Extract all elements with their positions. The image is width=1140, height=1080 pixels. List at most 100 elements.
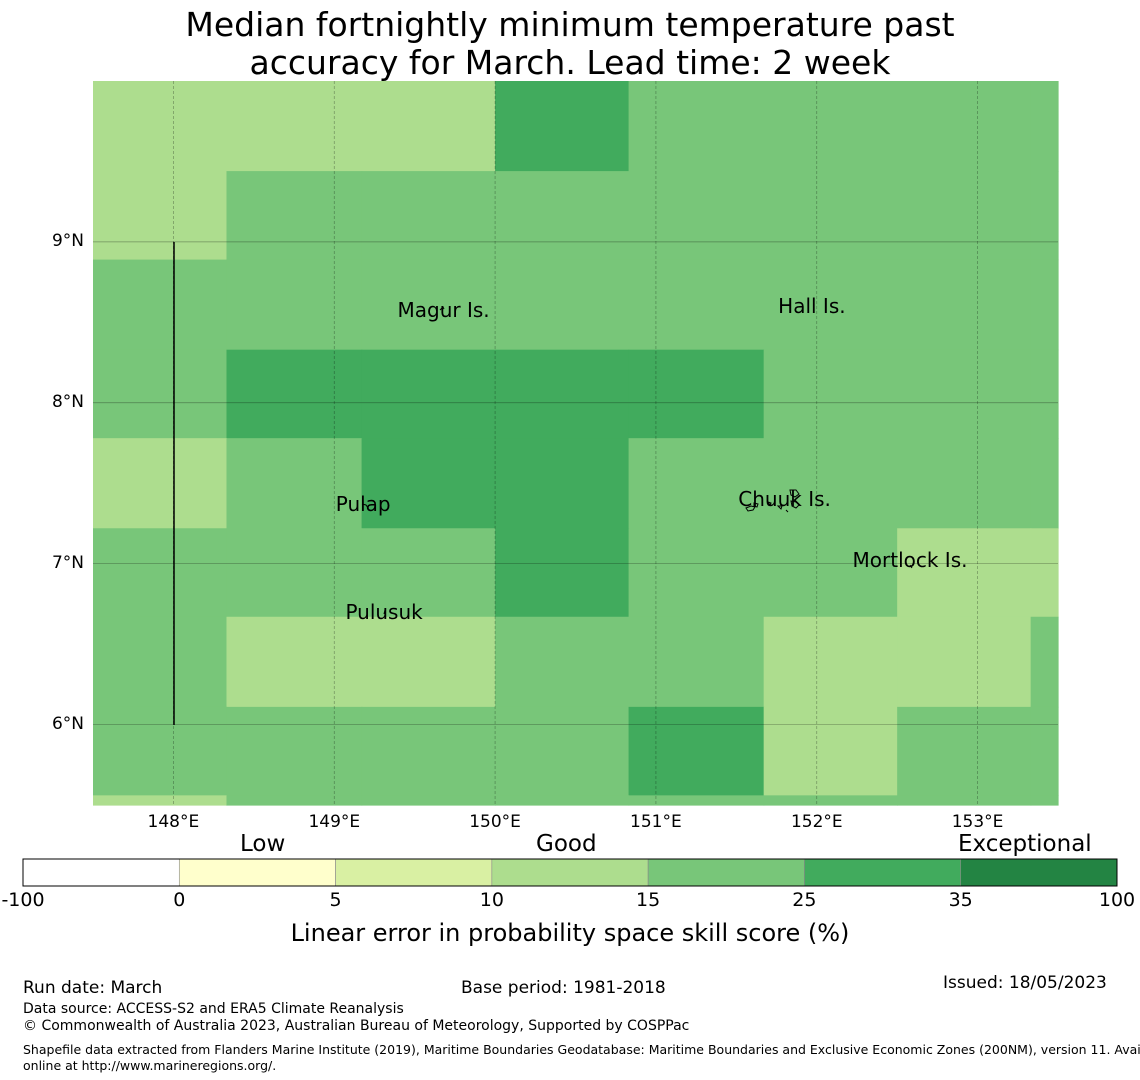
colorbar-tick-label: 25 [792,889,817,911]
heatmap-cell [93,528,228,618]
heatmap-cell [628,706,765,796]
coastline-path [766,501,772,506]
place-label: Hall Is. [778,294,846,319]
colorbar-tick-label: 10 [479,889,504,911]
x-tick-label: 151°E [630,812,682,832]
heatmap-cell [1030,81,1059,172]
category-low: Low [240,831,286,857]
heatmap-cell [93,438,228,529]
heatmap-cell [495,349,630,439]
heatmap-cell [93,795,228,806]
coastline-path [753,502,759,508]
x-tick-label: 153°E [951,812,1004,832]
heatmap-cell [93,349,228,439]
heatmap-cell [1030,438,1059,529]
heatmap-cell [226,616,363,708]
coastline-path [776,505,783,510]
copyright: © Commonwealth of Australia 2023, Austra… [23,1018,690,1034]
y-tick-label: 7°N [51,552,84,573]
coastline-path [745,505,756,512]
heatmap-cell [763,349,898,439]
run-date: Run date: March [23,978,163,998]
coastline-path [439,306,445,311]
heatmap-cell [1030,706,1059,796]
colorbar-segment [178,858,336,887]
x-tick-label: 150°E [469,812,521,832]
colorbar-label: Linear error in probability space skill … [290,919,850,947]
base-period: Base period: 1981-2018 [461,978,666,998]
coastline-path [790,500,800,509]
coastline-path [785,509,789,513]
heatmap-cell [495,81,630,172]
colorbar-segment [491,858,649,887]
heatmap-cell [897,528,1032,618]
heatmap-cell [361,528,496,618]
heatmap-cell [495,706,630,796]
heatmap-cell [1030,795,1059,806]
colorbar-tick-label: 15 [636,889,661,911]
heatmap-cell [93,616,228,708]
heatmap-cell [628,795,765,806]
coastline-path [361,503,369,509]
heatmap-cell [226,706,363,796]
x-tick-label: 152°E [790,812,843,832]
heatmap-cell [361,349,496,439]
coastline-path [909,564,913,569]
heatmap-cells [93,81,1059,806]
heatmap-cell [361,171,496,261]
shapefile-credit-line-2: online at http://www.marineregions.org/. [23,1058,277,1073]
heatmap-cell [897,706,1032,796]
category-exceptional: Exceptional [958,831,1092,857]
heatmap-cell [361,616,496,708]
heatmap-cell [1030,171,1059,261]
heatmap-cell [495,438,630,529]
colorbar-segment [804,858,962,887]
heatmap-cell [1030,259,1059,351]
title-line-2: accuracy for March. Lead time: 2 week [249,43,891,82]
heatmap-cell [93,171,228,261]
colorbar-tick-label: 0 [173,889,186,911]
heatmap-cell [763,438,898,529]
heatmap-cell [897,438,1032,529]
heatmap-cell [763,795,898,806]
heatmap-cell [226,349,363,439]
title-line-1: Median fortnightly minimum temperature p… [185,5,955,44]
heatmap-cell [763,706,898,796]
coastlines [361,306,913,615]
place-label: Mortlock Is. [852,548,968,573]
heatmap-cell [897,795,1032,806]
heatmap-cell [897,259,1032,351]
heatmap-cell [897,171,1032,261]
heatmap-cell [495,528,630,618]
y-tick-label: 9°N [51,230,84,251]
heatmap-cell [763,81,898,172]
coastline-path [789,489,800,498]
heatmap-cell [93,706,228,796]
heatmap-cell [628,349,765,439]
place-label: Magur Is. [397,297,490,322]
heatmap-cell [897,616,1032,708]
heatmap-cell [226,81,363,172]
heatmap-cell [763,171,898,261]
coastline-path [383,609,386,615]
heatmap-cell [495,259,630,351]
colorbar-tick-label: -100 [1,889,45,911]
heatmap-cell [361,438,496,529]
heatmap-cell [628,616,765,708]
heatmap-cell [226,795,363,806]
heatmap-cell [226,171,363,261]
category-good: Good [536,831,597,857]
heatmap-cell [361,706,496,796]
colorbar-frame [22,858,1118,887]
heatmap-cell [361,81,496,172]
issued-date: Issued: 18/05/2023 [943,973,1107,993]
colorbar [22,858,1118,887]
data-source: Data source: ACCESS-S2 and ERA5 Climate … [23,1001,404,1017]
heatmap-cell [361,259,496,351]
x-tick-label: 148°E [147,812,200,832]
colorbar-segment [647,858,805,887]
heatmap-cell [93,259,228,351]
heatmap-cell [226,438,363,529]
heatmap-cell [361,795,496,806]
